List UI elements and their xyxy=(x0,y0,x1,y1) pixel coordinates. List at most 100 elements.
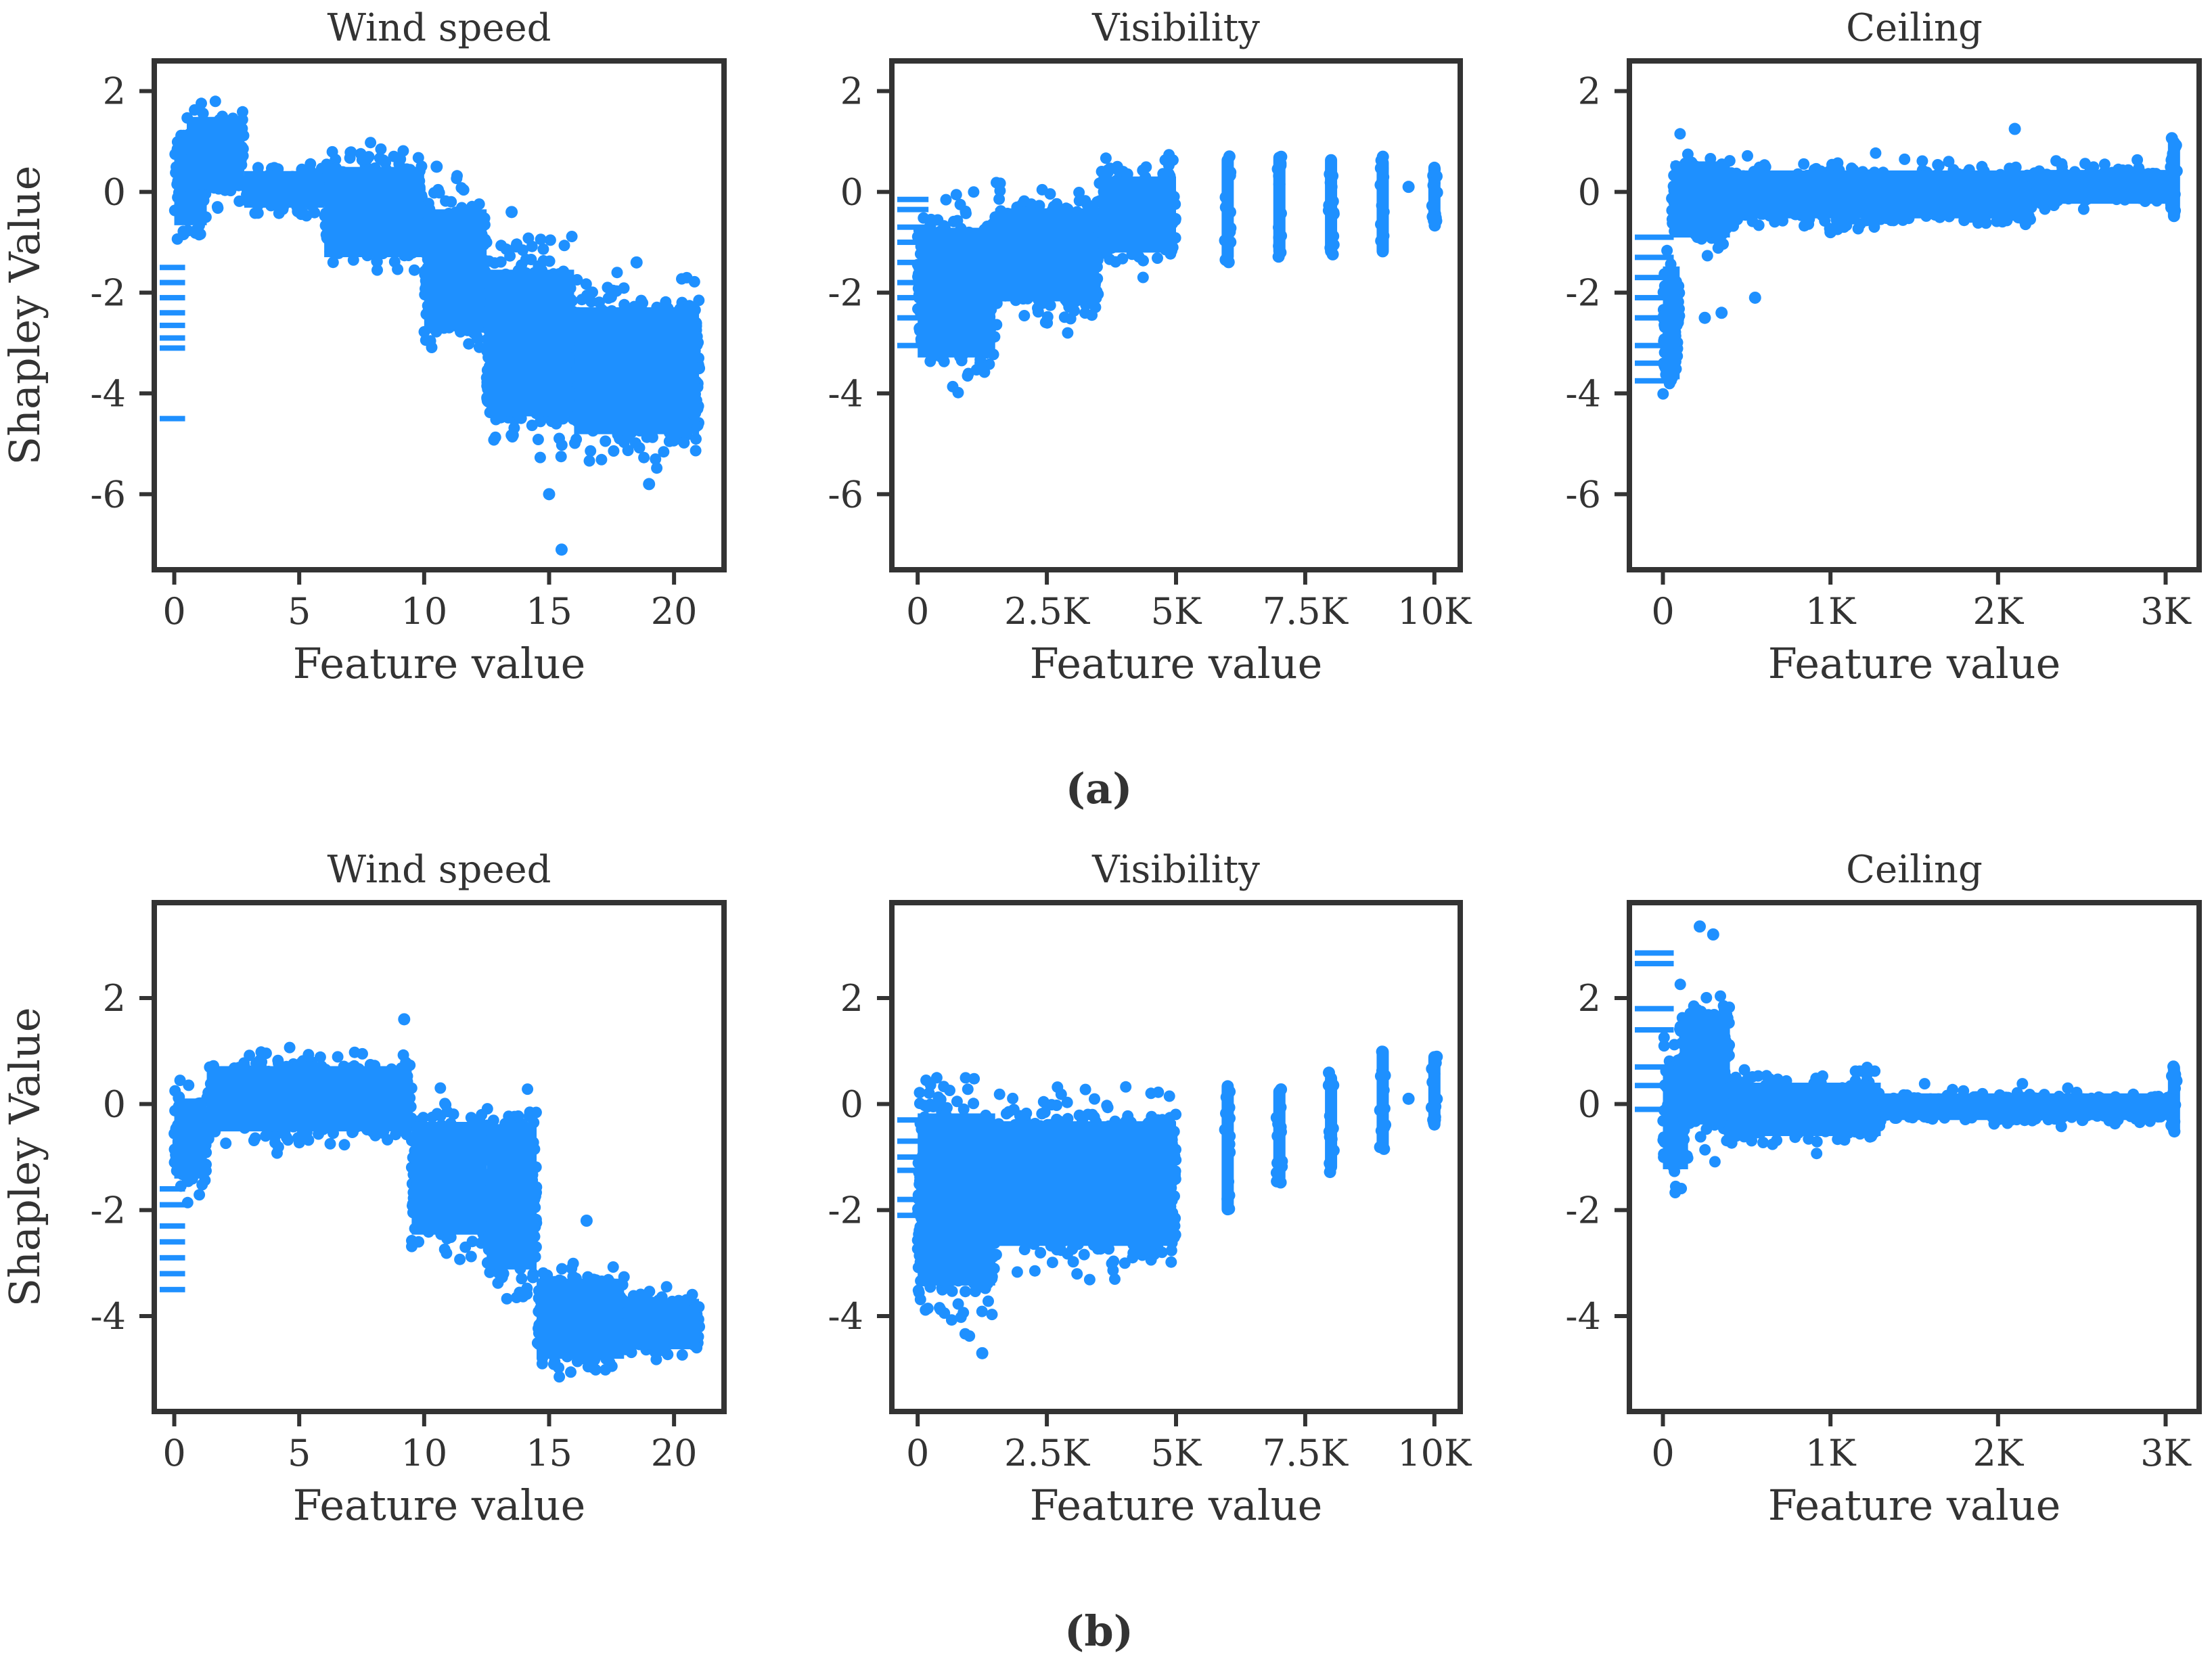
point-band-2 xyxy=(1666,128,1736,262)
point-band-4 xyxy=(2026,154,2180,215)
chart-title: Wind speed xyxy=(328,6,551,50)
scatter-point xyxy=(1137,164,1149,177)
scatter-point xyxy=(1100,152,1112,164)
scatter-point xyxy=(690,433,702,445)
scatter-point xyxy=(522,232,535,244)
x-tick-label: 3K xyxy=(2140,590,2192,633)
scatter-point xyxy=(495,256,507,268)
y-tick-label: -6 xyxy=(1565,473,1601,516)
stripe-marker xyxy=(897,196,929,202)
scatter-point xyxy=(1428,177,1441,189)
scatter-points xyxy=(1635,122,2183,400)
outlier-point xyxy=(1748,291,1761,304)
scatter-point xyxy=(304,158,317,170)
scatter-point xyxy=(1219,191,1232,204)
scatter-point xyxy=(602,281,614,294)
point-band-2 xyxy=(181,95,250,214)
x-tick-label: 7.5K xyxy=(1263,590,1349,633)
scatter-point xyxy=(1073,187,1085,198)
point-band-3 xyxy=(1725,147,2037,235)
stripe-marker xyxy=(897,240,929,246)
scatter-point xyxy=(182,225,194,237)
scatter-point xyxy=(472,333,484,345)
outlier-point xyxy=(1824,226,1837,239)
scatter-point xyxy=(585,445,597,457)
x-tick-label: 15 xyxy=(526,590,572,633)
chart-title: Visibility xyxy=(1091,6,1260,50)
scatter-point xyxy=(534,451,546,464)
dense-region xyxy=(1098,176,1176,253)
stripe-marker xyxy=(897,224,929,230)
scatter-point xyxy=(678,436,690,449)
scatter-point xyxy=(1742,150,1753,162)
x-tick-label: 10K xyxy=(1397,590,1472,633)
scatter-point xyxy=(1064,313,1077,325)
stripe-marker xyxy=(897,294,929,300)
outlier-point xyxy=(2008,122,2021,135)
scatter-point xyxy=(1798,158,1810,170)
scatter-point xyxy=(2077,203,2090,215)
scatter-point xyxy=(1428,214,1441,227)
scatter-point xyxy=(571,274,583,286)
outlier-point xyxy=(1715,307,1728,319)
stripe-marker xyxy=(897,279,929,286)
scatter-point xyxy=(273,207,285,219)
scatter-point xyxy=(445,196,457,208)
plot-frame xyxy=(1627,58,2202,572)
scatter-point xyxy=(1133,251,1145,263)
scatter-point xyxy=(660,296,672,308)
scatter-point xyxy=(194,1189,206,1201)
scatter-point xyxy=(581,290,593,301)
stripe-marker xyxy=(897,342,929,348)
scatter-point xyxy=(344,152,356,164)
scatter-point xyxy=(1852,223,1864,235)
dense-region xyxy=(918,227,995,358)
point-band-1 xyxy=(168,1075,212,1208)
stripe-marker xyxy=(160,279,185,286)
dense-region xyxy=(995,208,1099,302)
scatter-point xyxy=(622,445,634,457)
scatter-point xyxy=(473,198,485,210)
stripe-marker xyxy=(160,310,185,316)
scatter-point xyxy=(408,264,420,276)
point-column-5 xyxy=(1426,161,1443,232)
y-tick-label: -6 xyxy=(828,473,863,516)
outlier-point xyxy=(643,478,656,491)
panel-a-2: 0 2.5K 5K 7.5K 10K20-2-4-6VisibilityFeature … xyxy=(828,6,1472,688)
point-column-1 xyxy=(2165,132,2183,223)
scatter-point xyxy=(375,143,387,155)
scatter-point xyxy=(948,215,960,227)
point-band-2 xyxy=(989,177,1104,339)
scatter-point xyxy=(309,206,321,219)
y-tick-label: -6 xyxy=(90,473,126,516)
scatter-point xyxy=(1275,150,1288,163)
scatter-point xyxy=(2165,132,2178,145)
point-band-3 xyxy=(1093,149,1181,284)
x-axis-label: Feature value xyxy=(1768,639,2061,688)
scatter-point xyxy=(371,264,383,276)
point-band-7 xyxy=(568,267,705,474)
scatter-point xyxy=(533,260,545,272)
scatter-point xyxy=(693,294,705,307)
scatter-point xyxy=(426,342,438,353)
scatter-point xyxy=(952,386,964,399)
point-column-4 xyxy=(1374,150,1390,258)
caption-b: (b) xyxy=(1064,1606,1133,1656)
x-axis-label: Feature value xyxy=(293,639,586,688)
scatter-point xyxy=(1062,327,1074,339)
scatter-point xyxy=(463,338,475,350)
outlier-point xyxy=(505,206,518,219)
scatter-point xyxy=(388,150,400,162)
stripe-marker xyxy=(1635,275,1674,281)
scatter-point xyxy=(326,145,338,158)
scatter-point xyxy=(968,186,980,198)
scatter-point xyxy=(1223,150,1236,163)
scatter-point xyxy=(950,189,962,201)
y-tick-label: 2 xyxy=(103,70,126,113)
scatter-point xyxy=(2165,201,2177,214)
scatter-point xyxy=(397,145,409,157)
scatter-point xyxy=(600,435,612,447)
scatter-point xyxy=(690,445,702,457)
